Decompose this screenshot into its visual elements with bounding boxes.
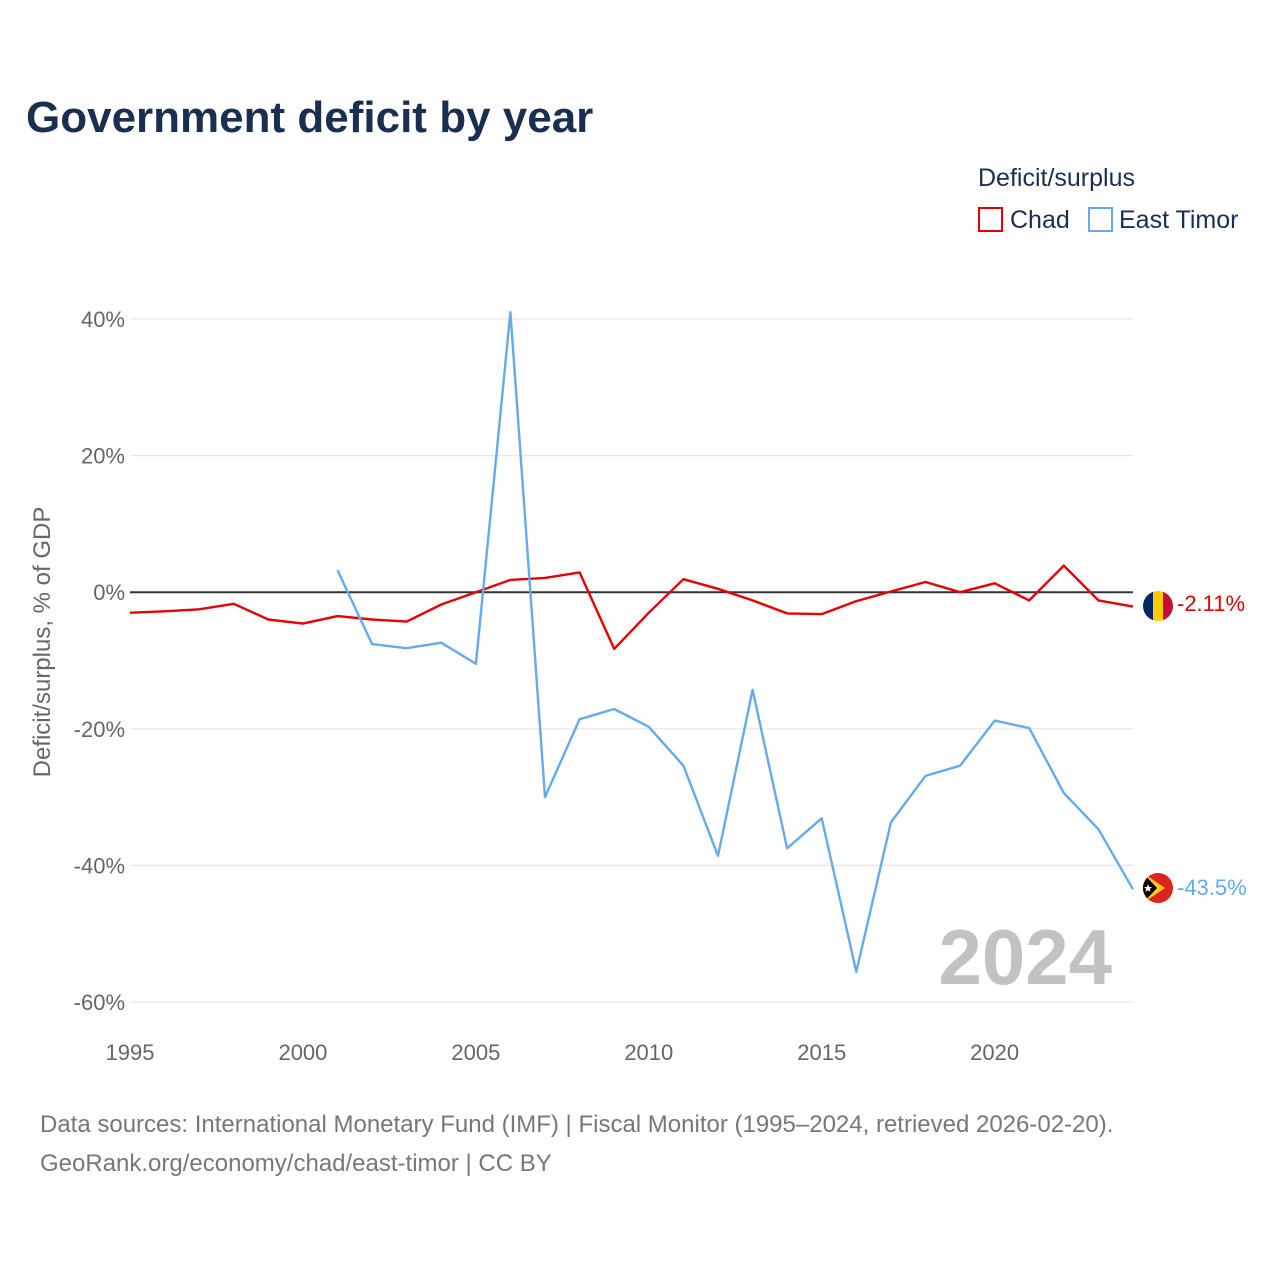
end-label-east-timor: -43.5% [1177,875,1247,900]
x-tick-label: 2005 [451,1040,500,1065]
series-lines [129,311,1135,974]
y-tick-label: -40% [74,853,125,878]
legend-swatch-east-timor [1088,207,1113,232]
y-tick-label: 40% [81,307,125,332]
y-tick-label: -20% [74,717,125,742]
end-label-chad: -2.11% [1177,591,1245,616]
y-tick-label: 20% [81,444,125,469]
year-watermark: 2024 [938,913,1112,1001]
y-axis-ticks: 40% 20% 0% -20% -40% -60% [74,307,125,1015]
legend-item-east-timor[interactable]: East Timor [1088,206,1238,234]
chart-title: Government deficit by year [26,93,593,142]
x-tick-label: 2020 [970,1040,1019,1065]
legend: Deficit/surplus Chad East Timor [978,164,1238,234]
chad-flag-icon [1143,591,1173,621]
x-tick-label: 2015 [797,1040,846,1065]
x-tick-label: 2010 [624,1040,673,1065]
y-tick-label: -60% [74,990,125,1015]
legend-title: Deficit/surplus [978,164,1135,192]
legend-item-chad[interactable]: Chad [978,206,1070,234]
source-line-1: Data sources: International Monetary Fun… [40,1111,1113,1138]
x-axis-ticks: 1995 2000 2005 2010 2015 2020 [106,1040,1020,1065]
y-axis-label: Deficit/surplus, % of GDP [29,507,56,778]
series-line-east-timor[interactable] [336,311,1135,974]
x-tick-label: 1995 [106,1040,155,1065]
x-tick-label: 2000 [278,1040,327,1065]
source-line-2[interactable]: GeoRank.org/economy/chad/east-timor | CC… [40,1150,552,1177]
legend-label-east-timor: East Timor [1119,206,1238,234]
legend-label-chad: Chad [1010,206,1070,234]
legend-swatch-chad [978,207,1003,232]
gridlines [130,318,1133,1003]
y-tick-label: 0% [93,580,125,605]
east-timor-flag-icon [1143,873,1173,903]
series-line-chad[interactable] [129,564,1134,651]
